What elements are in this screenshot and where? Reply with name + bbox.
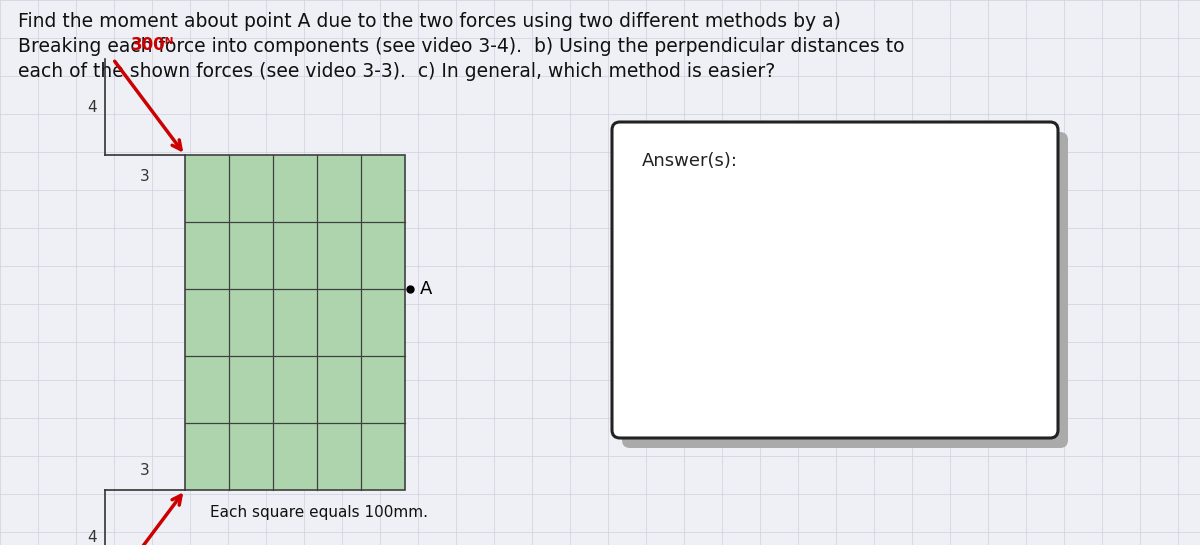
Text: Find the moment about point A due to the two forces using two different methods : Find the moment about point A due to the… [18,12,905,81]
Text: Answer(s):: Answer(s): [642,152,738,170]
Bar [185,155,406,490]
Text: 3: 3 [140,463,150,478]
Text: A: A [420,280,432,298]
Text: 4: 4 [88,100,97,114]
FancyBboxPatch shape [612,122,1058,438]
Text: 3: 3 [140,169,150,184]
FancyBboxPatch shape [622,132,1068,448]
Text: 300ᴺ: 300ᴺ [131,36,174,54]
Text: 4: 4 [88,530,97,545]
Text: Each square equals 100mm.: Each square equals 100mm. [210,505,428,520]
